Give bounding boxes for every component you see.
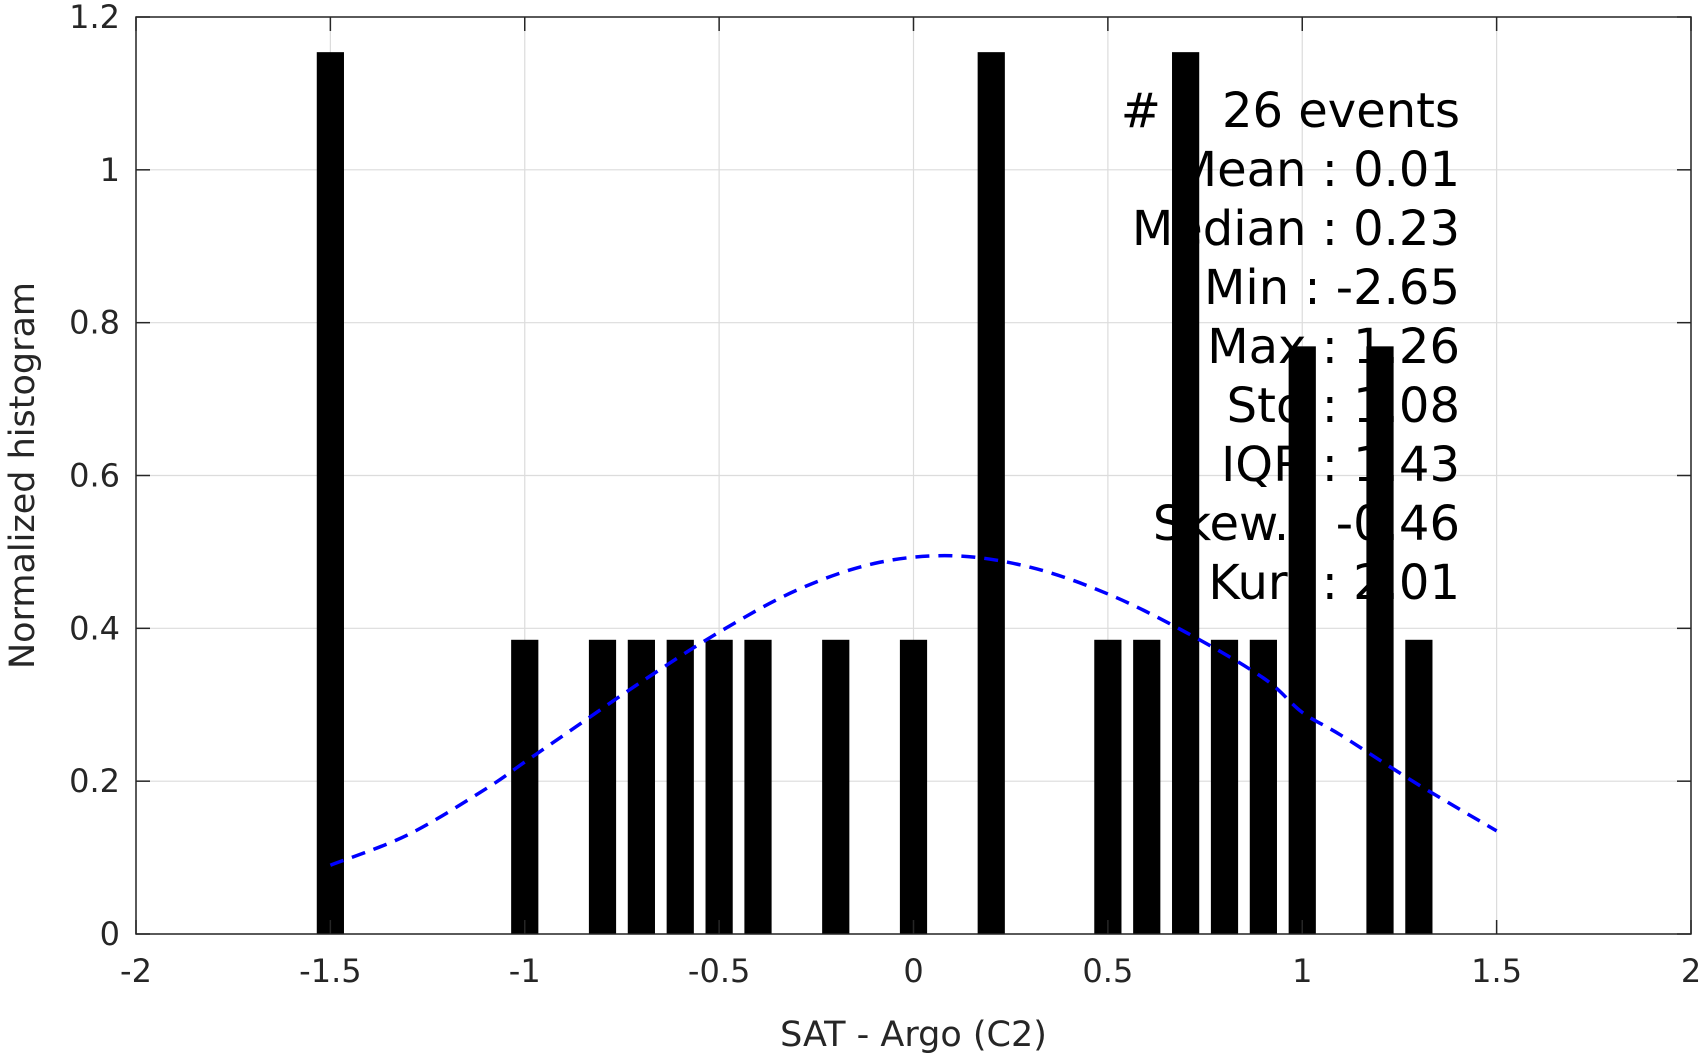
fit-curve [329,553,1498,867]
y-tick-label: 1 [100,151,120,189]
y-tick-labels: 0 0.2 0.4 0.6 0.8 1 1.2 [69,0,120,953]
x-tick-label: -1.5 [299,952,361,990]
y-tick-label: 0.6 [69,457,120,495]
stats-line: # 26 events [1121,83,1460,139]
stats-line: Mean : 0.01 [1176,142,1460,198]
y-tick-label: 1.2 [69,0,120,36]
histogram-bar [899,639,928,934]
x-tick-label: 0.5 [1082,952,1133,990]
stats-line: IQR : 1.43 [1221,437,1460,493]
histogram-bar [744,639,772,934]
x-tick-label: -0.5 [688,952,750,990]
x-tick-label: 1 [1292,952,1312,990]
histogram-bar [627,639,655,934]
stats-line: Kurt : 2.01 [1208,555,1460,611]
histogram-bar [666,639,694,934]
y-tick-label: 0.2 [69,762,120,800]
histogram-bar [1172,52,1200,934]
histogram-bar [1094,639,1122,934]
x-tick-label: 1.5 [1471,952,1522,990]
x-axis-label: SAT - Argo (C2) [780,1015,1047,1055]
x-tick-labels: -2 -1.5 -1 -0.5 0 0.5 1 1.5 2 [120,952,1701,990]
histogram-bar [1133,639,1161,934]
stats-line: Median : 0.23 [1132,201,1460,257]
y-axis-label: Normalized histogram [3,282,43,669]
stats-line: Max : 1.26 [1207,319,1460,375]
y-tick-label: 0 [100,915,120,953]
histogram-bar [316,52,344,934]
histogram-bar [1288,346,1316,934]
stats-line: Std : 1.08 [1227,378,1460,434]
stats-line: Skew. : -0.46 [1153,496,1460,552]
stats-line: Min : -2.65 [1204,260,1460,316]
y-tick-label: 0.8 [69,304,120,342]
histogram-bar [822,639,850,934]
histogram-bar [1249,639,1277,934]
histogram-bar [1210,639,1239,934]
histogram-bar [977,52,1005,934]
axes-box [135,16,1692,935]
histogram-bar [588,639,617,934]
histogram-bars [316,52,1433,934]
x-tick-label: -1 [509,952,541,990]
y-tick-label: 0.4 [69,609,120,647]
histogram-bar [511,639,539,934]
x-tick-label: 0 [903,952,923,990]
histogram-bar [705,639,733,934]
x-tick-label: -2 [120,952,152,990]
x-tick-label: 2 [1681,952,1701,990]
histogram-bar [1366,346,1394,934]
